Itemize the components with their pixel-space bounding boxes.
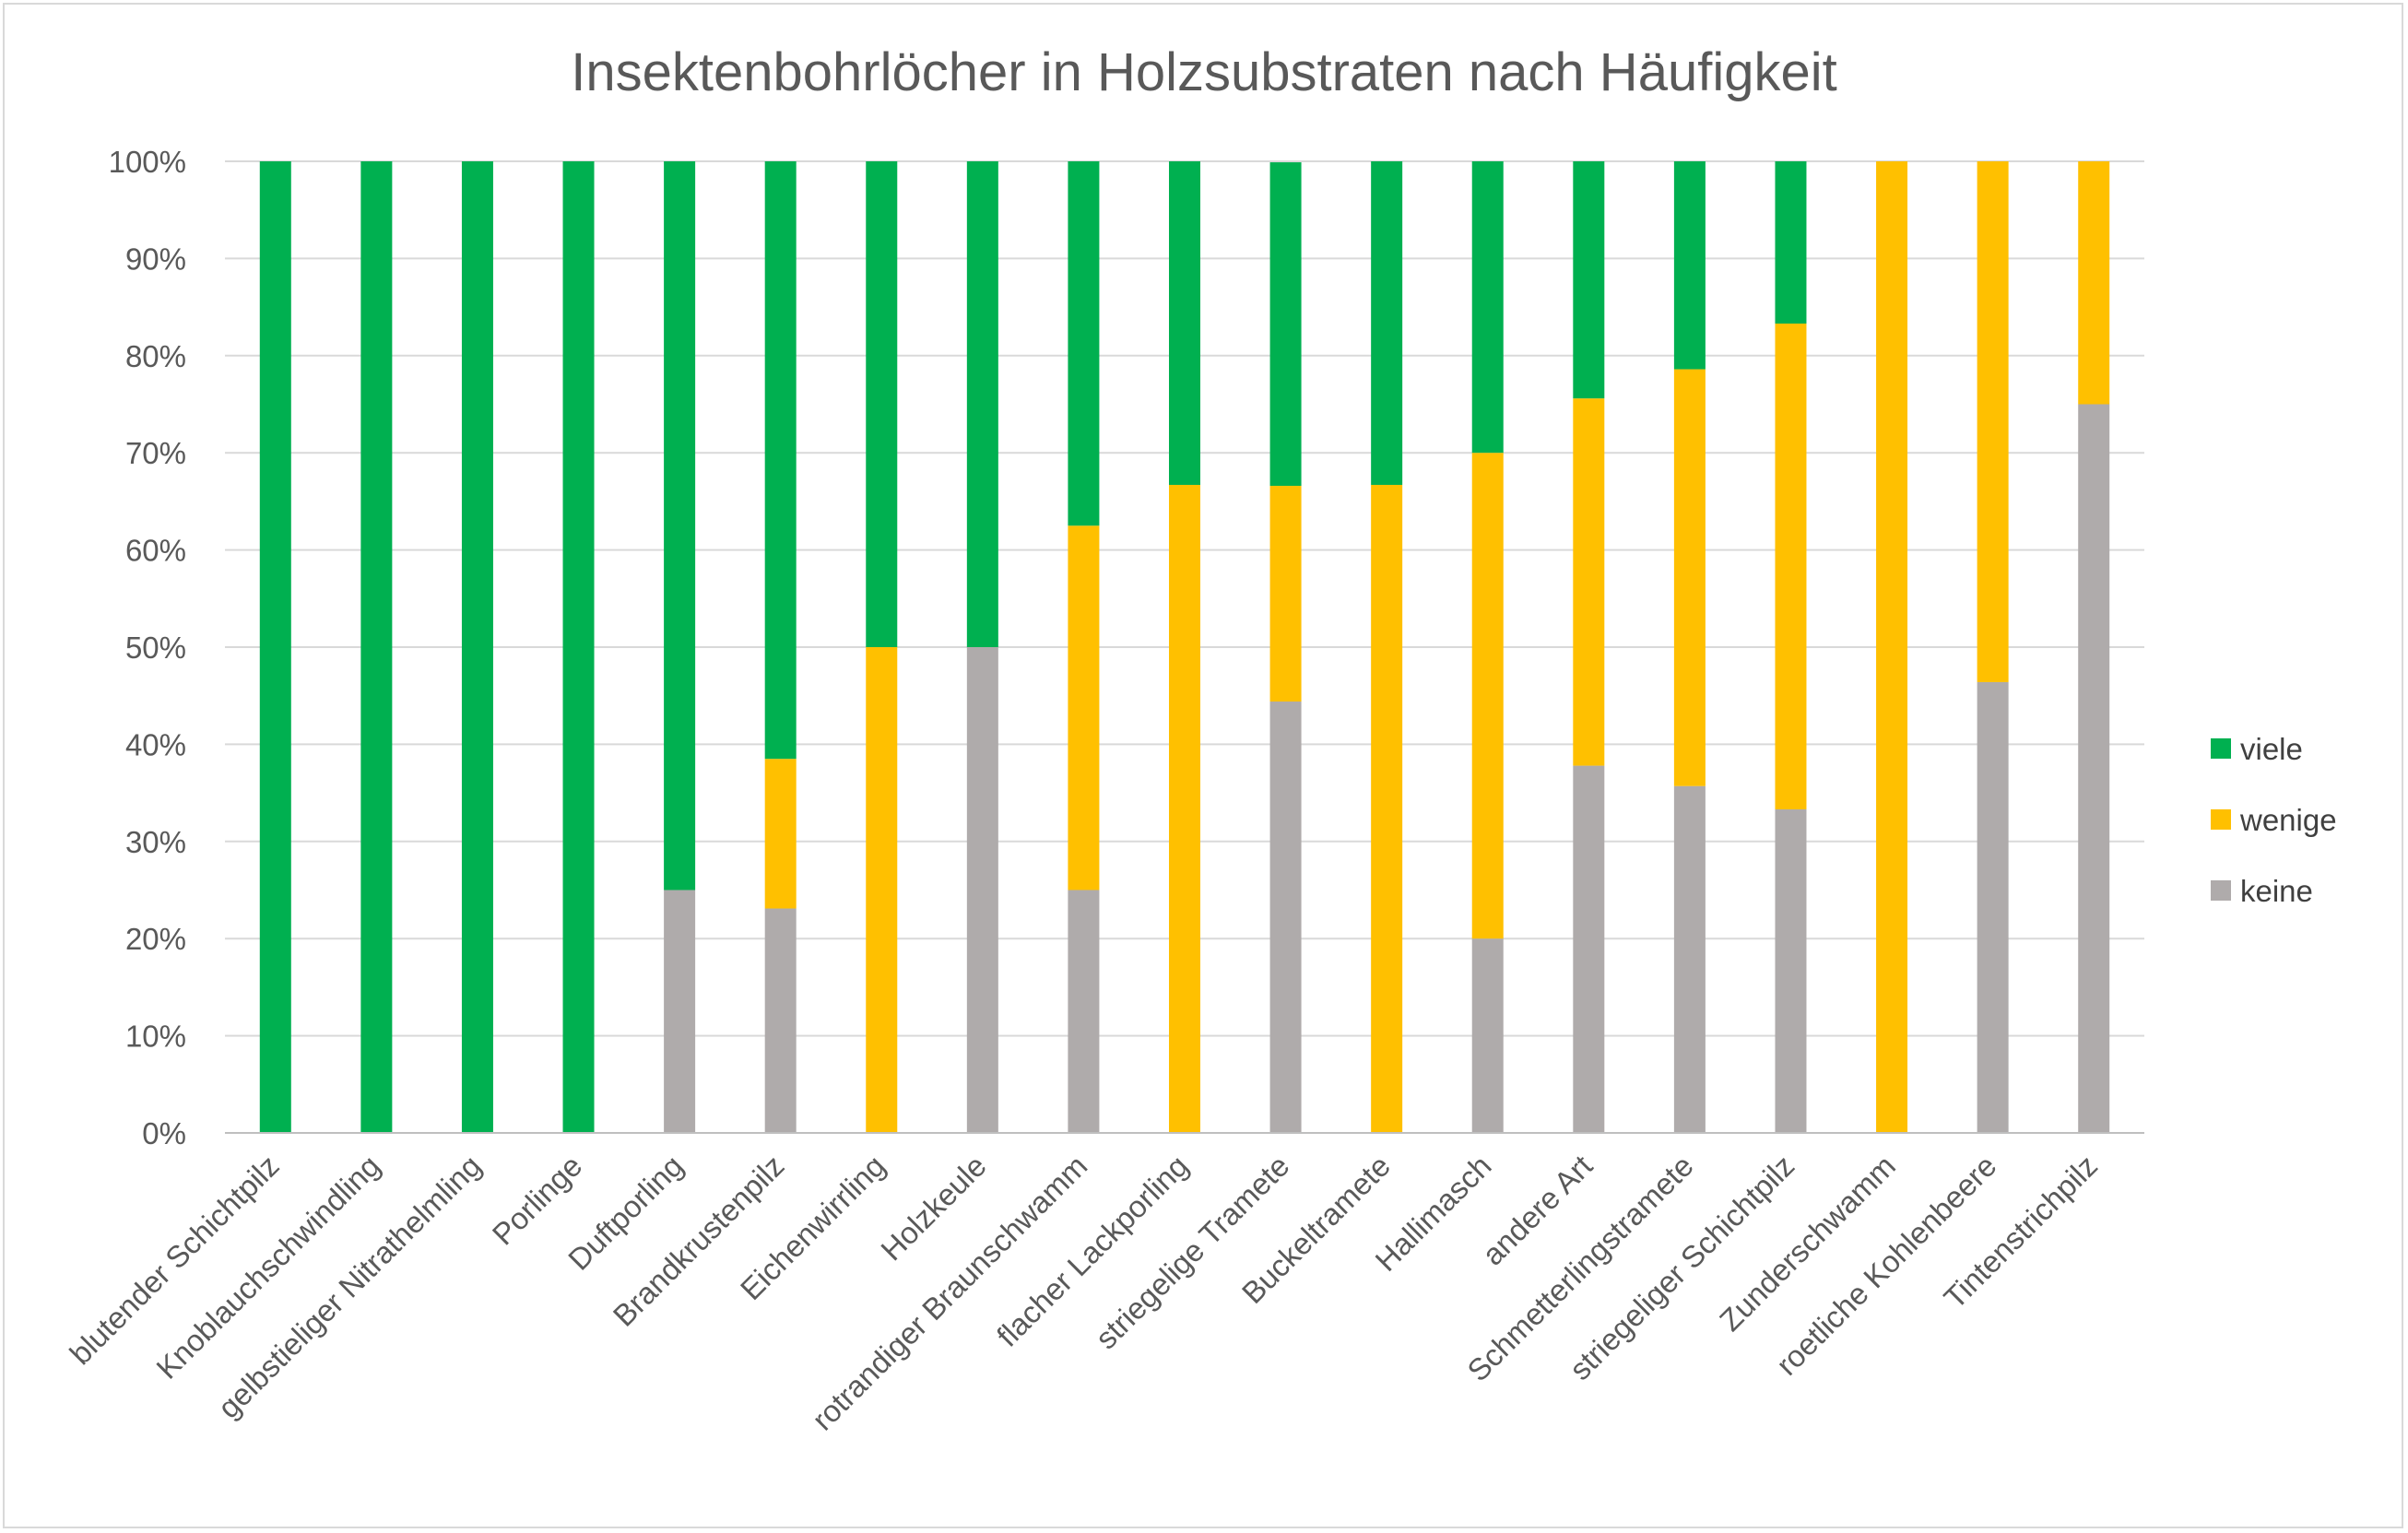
legend-swatch-keine <box>2211 880 2231 901</box>
bar-segment-wenige <box>1775 324 1807 810</box>
bar-segment-viele <box>1775 161 1807 324</box>
bar-segment-wenige <box>1269 486 1302 702</box>
bar-segment-keine <box>1573 765 1605 1133</box>
y-tick-label: 20% <box>125 922 186 956</box>
y-tick-label: 70% <box>125 436 186 470</box>
legend-swatch-wenige <box>2211 809 2231 830</box>
bar-segment-keine <box>1775 809 1807 1133</box>
bar-segment-viele <box>1269 162 1302 487</box>
bar-segment-viele <box>1673 161 1706 370</box>
y-axis-tick-labels: 0% 10% 20% 30% 40% 50% 60% 70% 80% 90% 100% <box>109 145 186 1150</box>
bar-segment-wenige <box>1977 161 2009 682</box>
y-tick-label: 60% <box>125 534 186 568</box>
bar-segment-viele <box>1471 161 1504 454</box>
bar-segment-keine <box>1673 785 1706 1133</box>
x-category-label: Zunderschwamm <box>1713 1149 1902 1338</box>
bar-segment-viele <box>866 161 898 647</box>
bar-segment-viele <box>360 161 393 1133</box>
x-category-label: striegelige Tramete <box>1089 1149 1296 1356</box>
bar-segment-keine <box>1269 702 1302 1133</box>
bar-segment-keine <box>764 908 797 1133</box>
legend-label-wenige: wenige <box>2239 803 2337 837</box>
bar-segment-keine <box>664 890 696 1133</box>
y-tick-label: 0% <box>142 1116 186 1150</box>
legend-swatch-viele <box>2211 738 2231 759</box>
bar-segment-wenige <box>1573 398 1605 766</box>
bar-segment-wenige <box>764 759 797 909</box>
bars <box>259 161 2110 1133</box>
x-category-label: flacher Lackporling <box>990 1149 1195 1353</box>
bar-segment-keine <box>1471 938 1504 1133</box>
chart-title: Insektenbohrlöcher in Holzsubstraten nac… <box>571 42 1836 102</box>
y-tick-label: 50% <box>125 631 186 665</box>
bar-segment-viele <box>562 161 595 1133</box>
bar-segment-wenige <box>2078 161 2110 405</box>
x-category-label: Porlinge <box>486 1149 589 1252</box>
legend: viele wenige keine <box>2211 732 2337 908</box>
legend-label-keine: keine <box>2240 874 2313 908</box>
y-tick-label: 10% <box>125 1020 186 1054</box>
bar-segment-keine <box>2078 404 2110 1133</box>
y-tick-label: 40% <box>125 727 186 761</box>
bar-segment-viele <box>461 161 493 1133</box>
bar-segment-wenige <box>1673 369 1706 786</box>
y-tick-label: 100% <box>109 145 186 179</box>
bar-segment-wenige <box>1068 525 1100 890</box>
bar-segment-wenige <box>1471 453 1504 939</box>
bar-segment-keine <box>1068 890 1100 1133</box>
bar-segment-viele <box>664 161 696 890</box>
bar-segment-viele <box>764 161 797 760</box>
bar-segment-viele <box>966 161 998 647</box>
x-axis-category-labels: blutender SchichtpilzKnoblauchschwindlin… <box>63 1149 2104 1437</box>
y-tick-label: 30% <box>125 825 186 859</box>
bar-segment-viele <box>1169 161 1200 485</box>
bar-segment-keine <box>966 647 998 1133</box>
bar-segment-viele <box>1573 161 1605 399</box>
y-tick-label: 90% <box>125 242 186 276</box>
bar-segment-wenige <box>1876 161 1908 1133</box>
y-tick-label: 80% <box>125 339 186 373</box>
bar-segment-viele <box>1068 161 1100 526</box>
bar-segment-wenige <box>1169 484 1200 1133</box>
bar-segment-wenige <box>866 647 898 1133</box>
bar-segment-keine <box>1977 681 2009 1133</box>
legend-label-viele: viele <box>2240 732 2303 766</box>
bar-segment-viele <box>259 161 291 1133</box>
bar-segment-viele <box>1371 161 1403 485</box>
x-category-label: Brandkrustenpilz <box>607 1149 791 1333</box>
bar-segment-wenige <box>1371 484 1403 1133</box>
